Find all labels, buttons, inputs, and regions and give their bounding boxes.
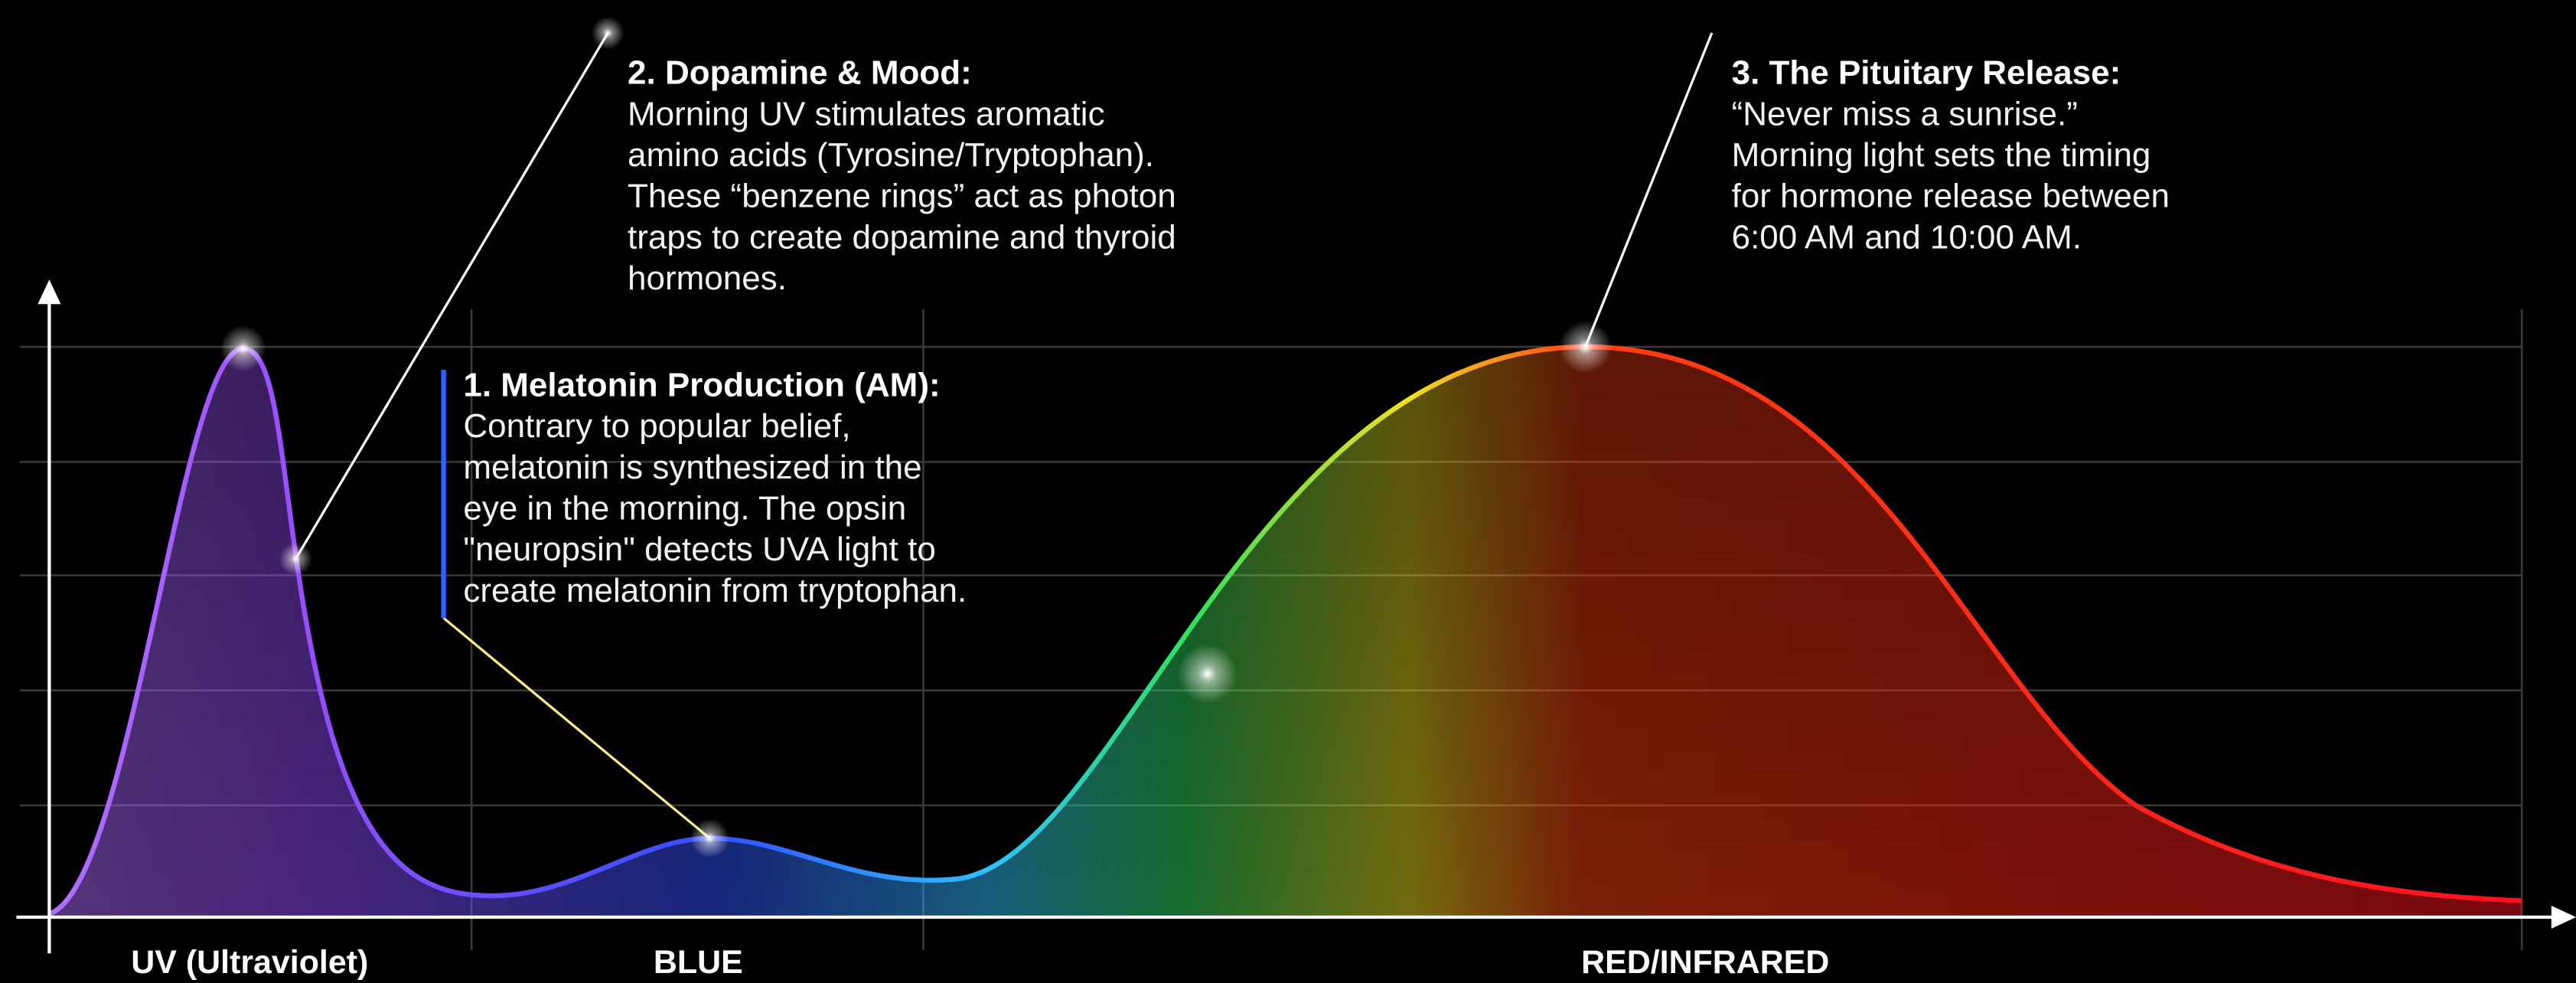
x-label: RED/INFRARED: [1581, 944, 1829, 981]
annotation-title: 3. The Pituitary Release:: [1732, 54, 2121, 92]
annotation-text: create melatonin from tryptophan.: [463, 572, 967, 609]
spectrum-area: [49, 347, 2522, 917]
annotation-text: "neuropsin" detects UVA light to: [463, 531, 935, 568]
annotation-text: 6:00 AM and 10:00 AM.: [1732, 218, 2082, 256]
annotation-text: Contrary to popular belief,: [463, 407, 850, 445]
annotation-title: 2. Dopamine & Mood:: [628, 54, 972, 92]
glows: [220, 16, 1612, 858]
annotation-text: Morning UV stimulates aromatic: [628, 95, 1105, 132]
annotations: 1. Melatonin Production (AM): Contrary to…: [463, 54, 2170, 609]
annotation-text: for hormone release between: [1732, 178, 2170, 215]
annotation-text: “Never miss a sunrise.”: [1732, 95, 2078, 132]
axes: [16, 279, 2576, 954]
annotation-text: These “benzene rings” act as photon: [628, 178, 1176, 215]
annotation-text: amino acids (Tyrosine/Tryptophan).: [628, 136, 1154, 174]
annotation-text: eye in the morning. The opsin: [463, 489, 906, 527]
annotation-text: Morning light sets the timing: [1732, 136, 2151, 174]
annotation-title: 1. Melatonin Production (AM):: [463, 366, 940, 403]
x-label: UV (Ultraviolet): [131, 944, 368, 981]
x-label: BLUE: [654, 944, 743, 981]
leaders: [295, 30, 2246, 840]
annotation-text: traps to create dopamine and thyroid: [628, 218, 1176, 256]
annotation-text: hormones.: [628, 260, 787, 297]
annotation-text: melatonin is synthesized in the: [463, 449, 921, 486]
